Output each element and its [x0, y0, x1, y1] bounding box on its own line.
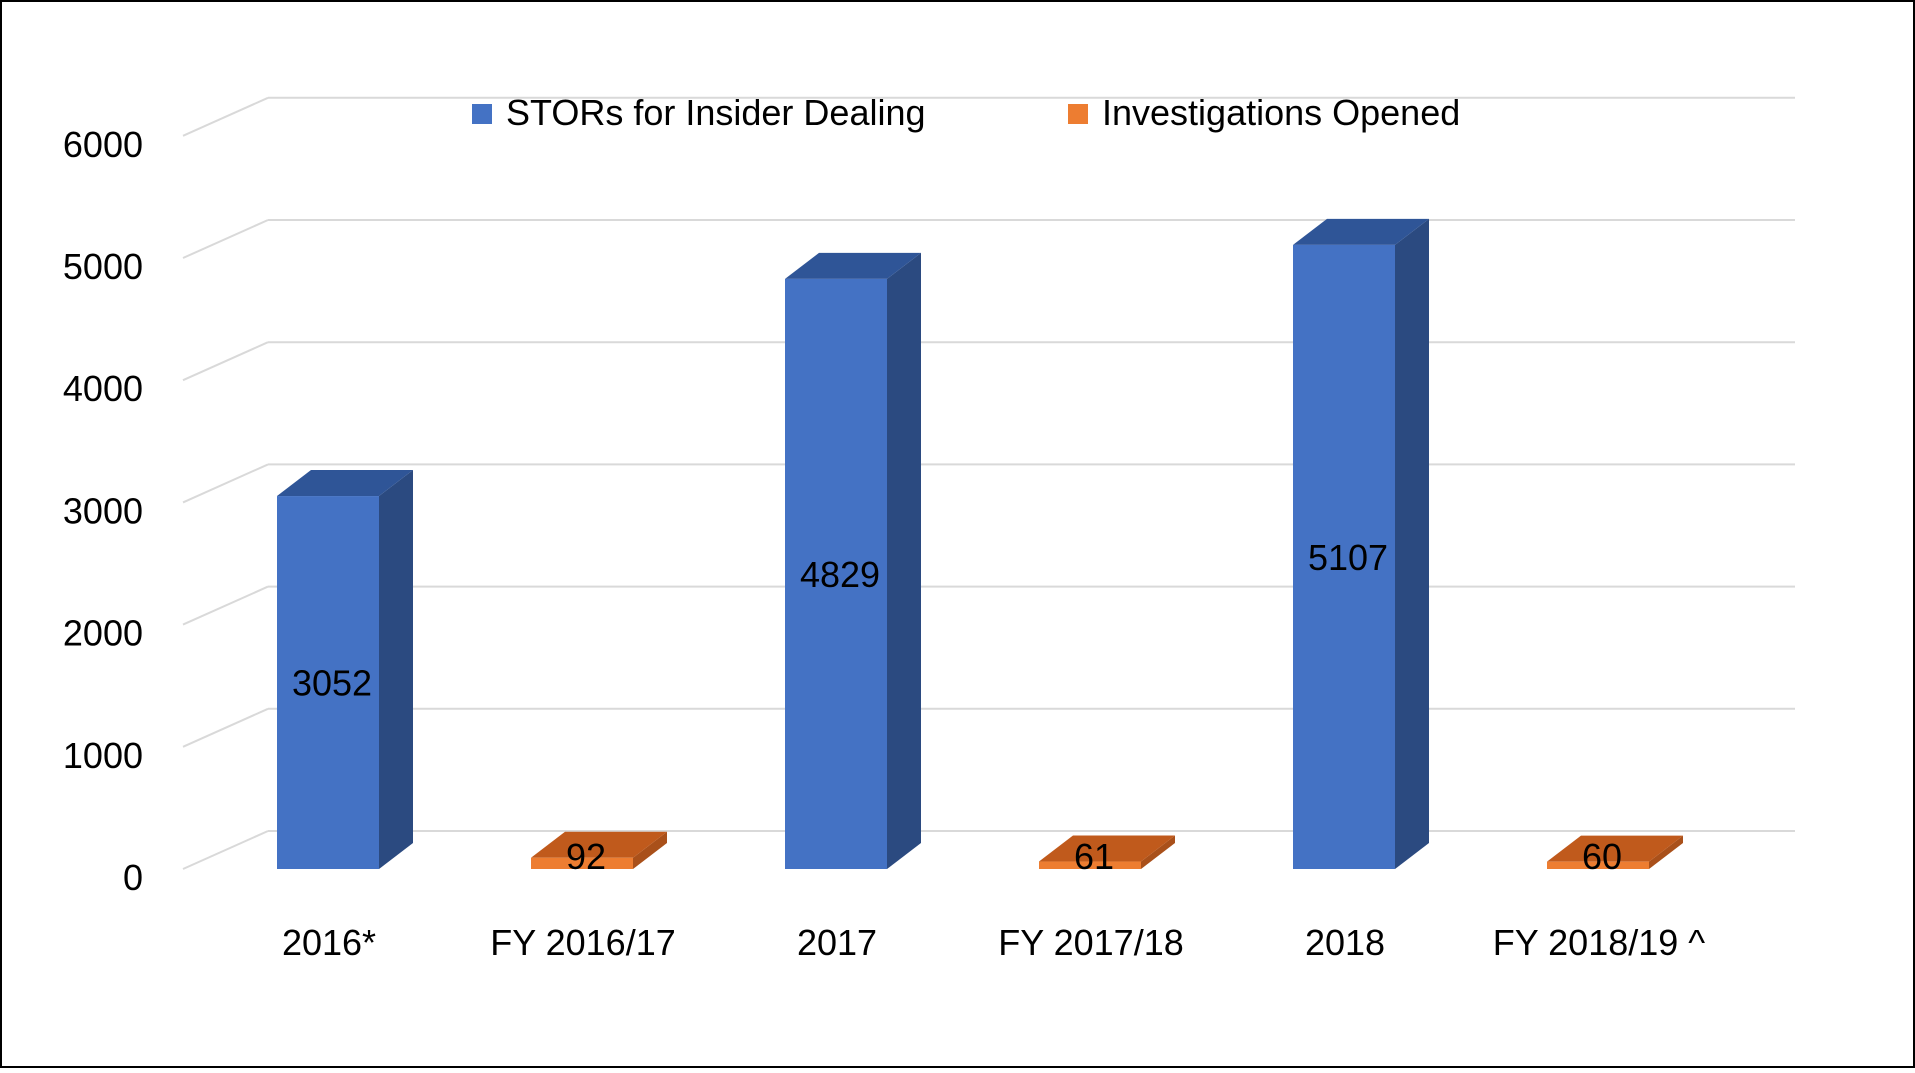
- bar-top: [1039, 835, 1175, 862]
- y-tick-label: 1000: [63, 735, 143, 776]
- y-tick-label: 5000: [63, 246, 143, 287]
- y-tick-label: 4000: [63, 368, 143, 409]
- legend-swatch: [472, 104, 492, 124]
- y-axis-ticks: 0 1000 2000 3000 4000 5000 6000: [63, 124, 143, 898]
- gridline-diagonal: [182, 96, 269, 137]
- bar-front: [1293, 244, 1395, 869]
- gridline-diagonal: [182, 830, 269, 870]
- x-tick-label: FY 2017/18: [998, 922, 1183, 963]
- bar-stors: [1293, 218, 1429, 869]
- gridline-diagonal: [182, 707, 269, 748]
- bar-front: [1547, 861, 1649, 869]
- data-label: 61: [1074, 836, 1114, 877]
- data-label: 5107: [1308, 537, 1388, 578]
- bar-top: [1293, 218, 1429, 245]
- bar-side: [633, 831, 667, 869]
- bar-side: [1395, 218, 1429, 869]
- x-tick-label: 2017: [797, 922, 877, 963]
- legend-label: STORs for Insider Dealing: [506, 92, 926, 133]
- data-labels: 3052 92 4829 61 5107 60: [292, 537, 1622, 877]
- bar-side: [887, 252, 921, 870]
- y-tick-label: 3000: [63, 490, 143, 531]
- bar-investigations: [531, 831, 667, 869]
- legend: STORs for Insider Dealing Investigations …: [472, 92, 1460, 133]
- y-tick-label: 0: [123, 857, 143, 898]
- bar-front: [531, 857, 633, 869]
- x-tick-label: FY 2018/19 ^: [1493, 922, 1705, 963]
- y-tick-label: 6000: [63, 124, 143, 165]
- x-tick-label: FY 2016/17: [490, 922, 675, 963]
- bar-investigations: [1039, 835, 1175, 869]
- bar-top: [1547, 835, 1683, 862]
- bar-side: [1141, 835, 1175, 869]
- x-tick-label: 2018: [1305, 922, 1385, 963]
- bars: [277, 218, 1683, 870]
- gridline-diagonal: [182, 341, 269, 382]
- legend-item-investigations: Investigations Opened: [1068, 92, 1460, 133]
- x-axis-ticks: 2016* FY 2016/17 2017 FY 2017/18 2018 FY 2018…: [282, 922, 1705, 963]
- legend-swatch: [1068, 104, 1088, 124]
- x-tick-label: 2016*: [282, 922, 376, 963]
- gridline-diagonal: [182, 585, 269, 626]
- bar-investigations: [1547, 835, 1683, 869]
- data-label: 92: [566, 836, 606, 877]
- data-label: 3052: [292, 663, 372, 704]
- bar-top: [785, 252, 921, 279]
- y-tick-label: 2000: [63, 613, 143, 654]
- legend-label: Investigations Opened: [1102, 92, 1460, 133]
- bar-side: [379, 470, 413, 869]
- bar-front: [785, 278, 887, 869]
- bar-top: [277, 470, 413, 497]
- data-label: 60: [1582, 836, 1622, 877]
- gridline-diagonal: [182, 219, 269, 259]
- gridline-diagonal: [182, 463, 269, 504]
- data-label: 4829: [800, 554, 880, 595]
- bar-stors: [785, 252, 921, 870]
- bar-front: [277, 496, 379, 869]
- bar-front: [1039, 861, 1141, 869]
- bar-stors: [277, 470, 413, 869]
- gridlines: [182, 96, 1795, 870]
- legend-item-stors: STORs for Insider Dealing: [472, 92, 926, 133]
- bar-side: [1649, 835, 1683, 869]
- bar-top: [531, 831, 667, 858]
